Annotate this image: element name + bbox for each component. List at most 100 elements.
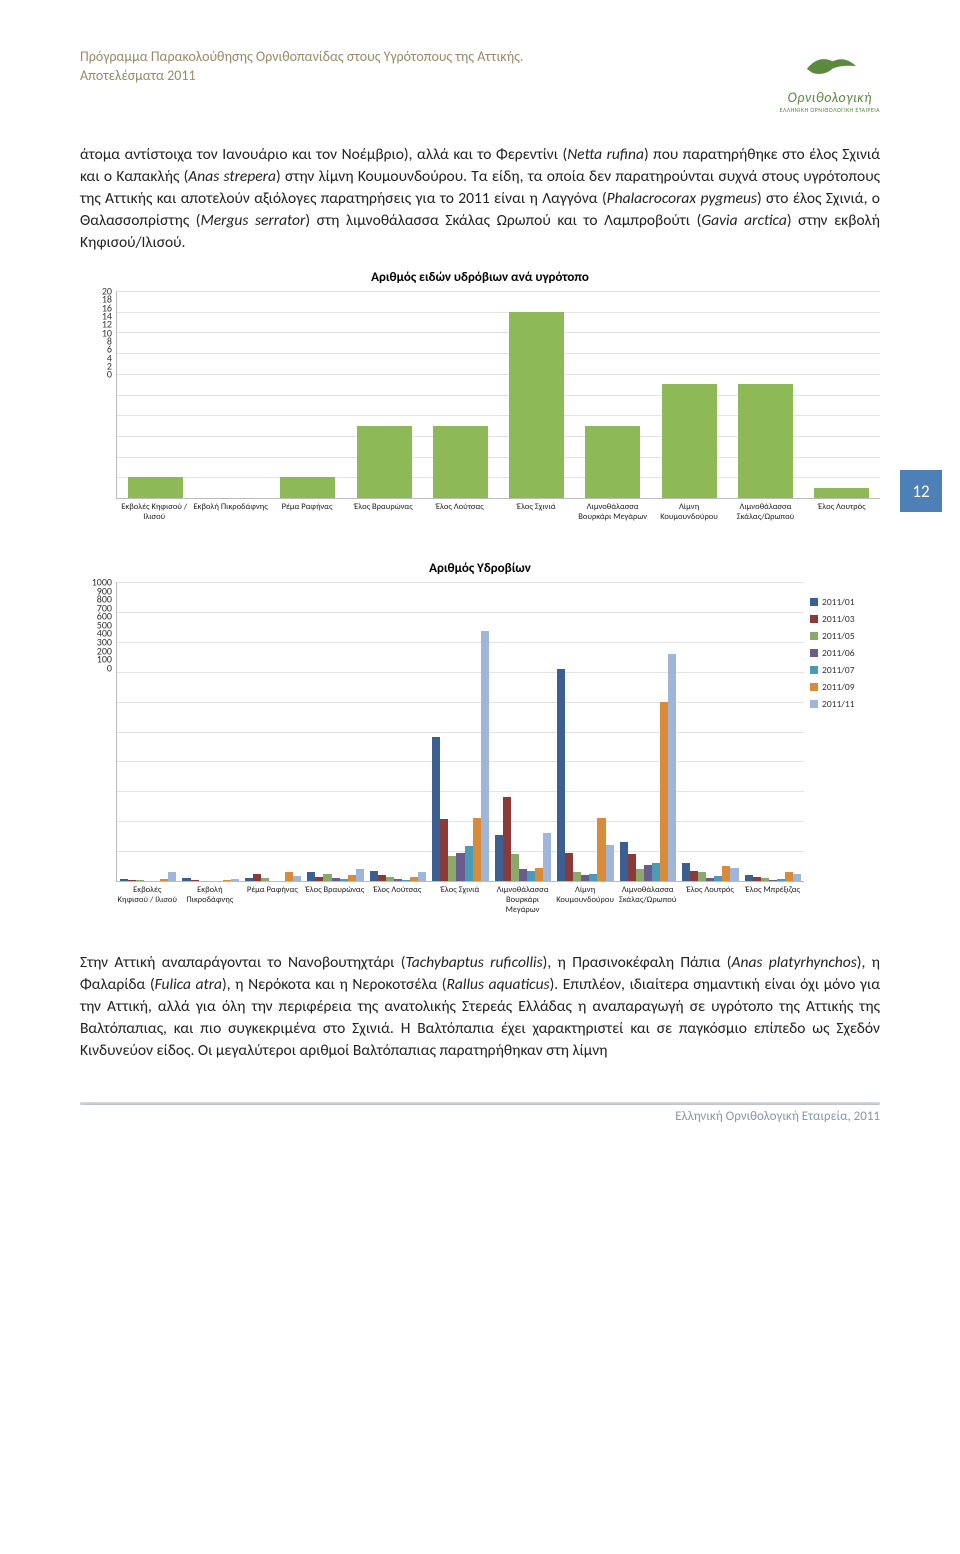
header-line2: Αποτελέσματα 2011 [80,67,523,86]
chart2-bar [745,875,753,881]
chart2-bar [753,877,761,881]
chart1-bar [662,384,717,498]
chart1-bar [128,477,183,498]
chart2-bar [597,818,605,881]
chart2-title: Αριθμός Υδροβίων [80,561,880,576]
chart1-bar [585,426,640,498]
chart2-category-label: Εκβολές Κηφισού / Ιλισού [116,884,179,932]
chart2-bar [386,877,394,881]
chart2-category-label: Έλος Βραυρώνας [304,884,367,932]
org-logo: Ορνιθολογική ΕΛΛΗΝΙΚΗ ΟΡΝΙΘΟΛΟΓΙΚΗ ΕΤΑΙΡ… [780,48,880,114]
footer-divider [80,1102,880,1105]
chart2-bar [793,874,801,881]
chart2-bar [581,875,589,881]
chart2-bar [527,871,535,881]
chart2-bar [293,876,301,881]
legend-swatch [810,632,818,640]
chart2-bar [730,868,738,881]
chart2-bar [223,880,231,881]
chart2-bar [410,877,418,881]
legend-swatch [810,666,818,674]
chart2-bar [543,833,551,881]
legend-item: 2011/03 [810,613,880,625]
chart2-bar [495,835,503,881]
chart1-bar [280,477,335,498]
chart2-bar [761,878,769,881]
legend-item: 2011/07 [810,664,880,676]
chart1-bar [433,426,488,498]
legend-label: 2011/07 [822,664,855,676]
chart1-title: Αριθμός ειδών υδρόβιων ανά υγρότοπο [80,270,880,285]
chart-species-per-wetland: Αριθμός ειδών υδρόβιων ανά υγρότοπο Εκβο… [80,270,880,541]
chart2-bar [307,872,315,881]
chart2-bar [128,880,136,881]
chart2-bar [682,863,690,881]
chart2-ytick: 1000 [86,576,112,589]
legend-swatch [810,683,818,691]
chart2-bar [557,669,565,881]
chart1-category-label: Λιμνοθάλασσα Σκάλας/Ωρωπού [727,501,803,541]
legend-item: 2011/05 [810,630,880,642]
legend-label: 2011/11 [822,698,855,710]
chart2-bar [690,871,698,881]
page-number-badge: 12 [900,470,942,512]
footer-text: Ελληνική Ορνιθολογική Εταιρεία, 2011 [80,1109,880,1124]
chart2-category-label: Έλος Μπρέξιζας [741,884,804,932]
paragraph-2: Στην Αττική αναπαράγονται το Νανοβουτηχτ… [80,952,880,1062]
chart2-bar [340,879,348,881]
chart2-bar [714,876,722,881]
chart2-bar [168,872,176,881]
chart2-bar [620,842,628,881]
chart2-bar [769,880,777,881]
page-header: Πρόγραμμα Παρακολούθησης Ορνιθοπανίδας σ… [80,48,880,114]
legend-swatch [810,615,818,623]
chart2-bar [698,872,706,881]
chart1-category-label: Εκβολή Πικροδάφνης [192,501,268,541]
chart2-bar [565,853,573,881]
legend-label: 2011/03 [822,613,855,625]
chart2-bar [706,878,714,881]
legend-label: 2011/01 [822,596,855,608]
chart2-bar [378,875,386,881]
legend-item: 2011/06 [810,647,880,659]
header-title-block: Πρόγραμμα Παρακολούθησης Ορνιθοπανίδας σ… [80,48,523,86]
chart1-body: Εκβολές Κηφισού / ΙλισούΕκβολή Πικροδάφν… [90,291,880,541]
chart1-category-label: Έλος Βραυρώνας [345,501,421,541]
chart2-bar [370,871,378,881]
page-footer: Ελληνική Ορνιθολογική Εταιρεία, 2011 [80,1102,880,1124]
chart1-category-label: Έλος Λούτσας [422,501,498,541]
chart2-bar [182,878,190,881]
chart2-bar [315,877,323,881]
chart1-category-label: Λίμνη Κουμουνδούρου [651,501,727,541]
chart2-bar [519,869,527,881]
chart2-bar [120,879,128,881]
chart2-bar [402,880,410,881]
chart1-ytick: 20 [90,285,112,298]
chart2-bar [473,818,481,881]
chart-waterbird-counts: Αριθμός Υδροβίων Εκβολές Κηφισού / Ιλισο… [80,561,880,932]
legend-item: 2011/11 [810,698,880,710]
header-line1: Πρόγραμμα Παρακολούθησης Ορνιθοπανίδας σ… [80,48,523,67]
chart2-bar [332,878,340,881]
chart2-bar [448,856,456,881]
chart2-bar [245,878,253,881]
page-number: 12 [912,481,929,502]
chart2-bar [606,845,614,881]
chart2-category-label: Έλος Λούτσας [366,884,429,932]
chart2-bar [465,846,473,881]
legend-item: 2011/01 [810,596,880,608]
chart2-bar [636,869,644,881]
chart2-bar [394,879,402,881]
chart2-category-label: Λιμνοθάλασσα Σκάλας/Ωρωπού [616,884,679,932]
legend-swatch [810,598,818,606]
chart2-bar [356,869,364,881]
chart1-bar [814,488,869,498]
chart2-bar [285,872,293,881]
chart1-bar [738,384,793,498]
legend-label: 2011/06 [822,647,855,659]
chart2-bar [440,819,448,881]
legend-item: 2011/09 [810,681,880,693]
chart1-bar [357,426,412,498]
chart2-legend: 2011/01 2011/03 2011/05 2011/06 2011/07 2011/… [810,596,880,715]
bird-icon [801,48,859,84]
